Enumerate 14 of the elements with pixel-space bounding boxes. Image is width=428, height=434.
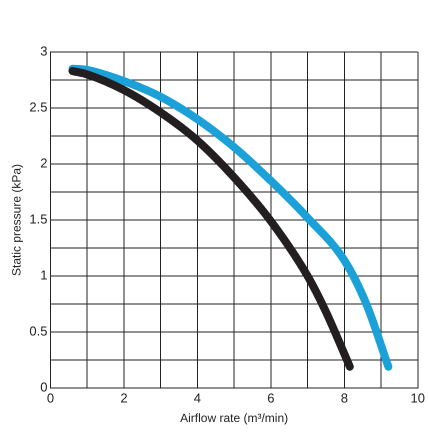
- y-axis-title: Static pressure (kPa): [10, 164, 24, 276]
- y-tick-label: 2: [40, 156, 48, 171]
- x-tick-label: 4: [194, 390, 202, 406]
- y-tick-label: 2.5: [29, 100, 48, 115]
- y-tick-label: 1: [40, 268, 48, 283]
- x-tick-label: 10: [410, 390, 426, 406]
- y-tick-label: 1.5: [29, 212, 48, 227]
- x-tick-label: 8: [340, 390, 348, 406]
- y-tick-label: 3: [40, 44, 48, 59]
- y-tick-label: 0: [40, 380, 48, 395]
- x-axis-title: Airflow rate (m³/min): [180, 411, 288, 426]
- y-tick-label: 0.5: [29, 324, 48, 339]
- x-tick-label: 6: [267, 390, 274, 406]
- x-tick-label: 2: [120, 390, 128, 406]
